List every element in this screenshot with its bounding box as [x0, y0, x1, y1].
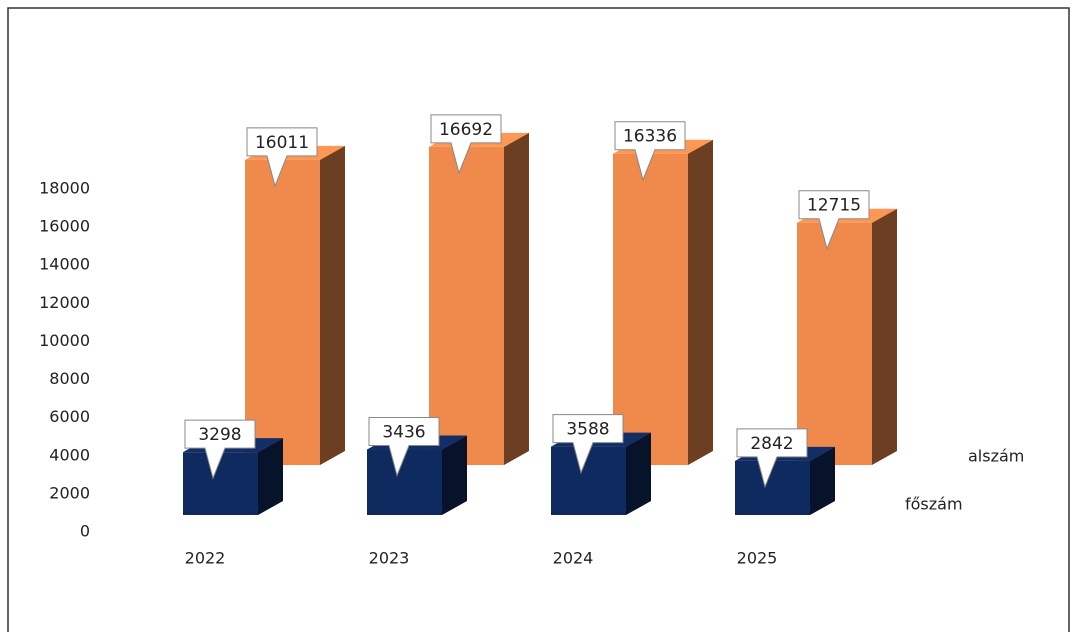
callout [736, 428, 808, 489]
y-tick-label: 4000 [49, 445, 90, 464]
bar-side [504, 132, 529, 465]
callout [614, 121, 686, 182]
callout [184, 419, 256, 480]
y-tick-label: 6000 [49, 407, 90, 426]
bar-side [442, 435, 467, 515]
bar-front [613, 153, 688, 466]
bar-front [245, 159, 320, 466]
callout [798, 190, 870, 251]
callout [552, 414, 624, 475]
data-label: 3298 [198, 425, 241, 445]
bar-front [367, 449, 442, 515]
bar-side [810, 446, 835, 515]
bar-side [626, 432, 651, 515]
y-tick-label: 2000 [49, 483, 90, 502]
y-tick-label: 16000 [39, 217, 90, 236]
data-label: 3436 [382, 423, 425, 443]
bar-front [183, 452, 258, 515]
bar-side [872, 208, 897, 465]
chart-frame [7, 7, 1070, 632]
data-label: 16011 [255, 133, 309, 153]
callout [246, 127, 318, 188]
y-tick-label: 10000 [39, 331, 90, 350]
legend-label: alszám [968, 447, 1024, 466]
legend-label: főszám [905, 495, 963, 514]
bar [429, 132, 529, 465]
y-tick-label: 18000 [39, 179, 90, 198]
bar-front [429, 146, 504, 465]
y-tick-label: 0 [80, 522, 90, 541]
bar [551, 432, 651, 515]
bar-side [320, 145, 345, 466]
bar [367, 435, 467, 515]
data-label: 16692 [439, 120, 493, 140]
y-tick-label: 12000 [39, 293, 90, 312]
bar-side [688, 139, 713, 466]
x-tick-label: 2023 [369, 549, 410, 568]
data-label: 2842 [750, 434, 793, 454]
data-label: 12715 [807, 196, 861, 216]
bar [613, 139, 713, 466]
bar-front [735, 460, 810, 515]
y-tick-label: 14000 [39, 255, 90, 274]
data-label: 16336 [623, 127, 677, 147]
bar [245, 145, 345, 466]
bar-side [258, 438, 283, 515]
callout [430, 114, 502, 175]
callout [368, 417, 440, 478]
y-tick-label: 8000 [49, 369, 90, 388]
x-tick-label: 2024 [553, 549, 594, 568]
data-label: 3588 [566, 420, 609, 440]
x-tick-label: 2022 [185, 549, 226, 568]
bar-front [797, 222, 872, 465]
bar-front [551, 446, 626, 515]
bar [183, 438, 283, 515]
bar [797, 208, 897, 465]
x-tick-label: 2025 [737, 549, 778, 568]
